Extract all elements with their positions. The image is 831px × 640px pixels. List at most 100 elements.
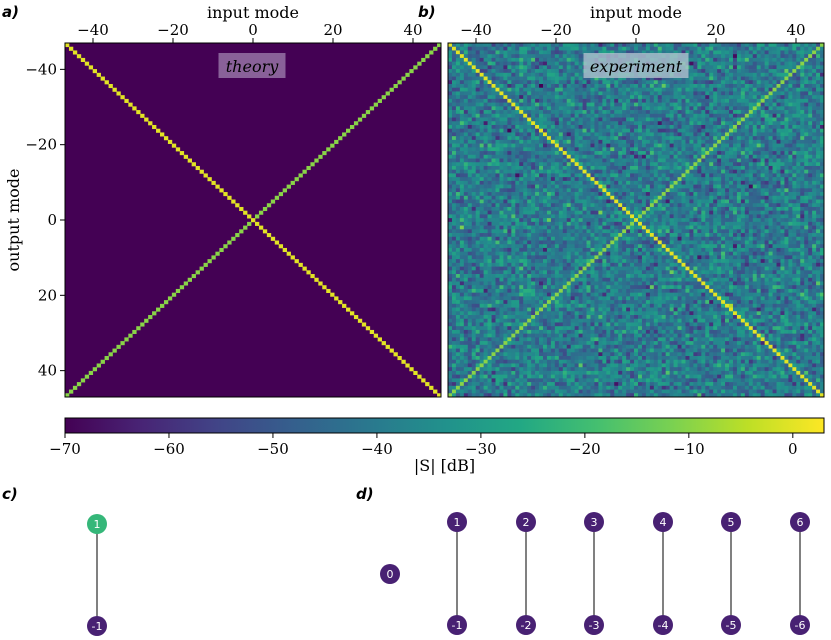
heatmap-cell xyxy=(764,214,769,219)
heatmap-cell xyxy=(503,154,508,159)
heatmap-cell xyxy=(471,72,477,77)
heatmap-cell xyxy=(471,195,477,200)
heatmap-cell xyxy=(578,117,583,122)
heatmap-cell xyxy=(637,121,643,126)
heatmap-cell xyxy=(499,210,504,215)
heatmap-cell xyxy=(618,188,623,193)
heatmap-cell xyxy=(768,206,773,212)
heatmap-cell xyxy=(425,382,430,387)
heatmap-cell xyxy=(448,43,453,48)
heatmap-cell xyxy=(558,139,564,144)
heatmap-cell xyxy=(491,136,496,141)
heatmap-cell xyxy=(459,214,465,219)
heatmap-cell xyxy=(772,165,777,171)
heatmap-cell xyxy=(578,225,583,230)
heatmap-cell xyxy=(788,95,793,100)
heatmap-cell xyxy=(721,199,726,204)
heatmap-cell xyxy=(772,195,777,200)
heatmap-cell xyxy=(515,229,520,234)
heatmap-cell xyxy=(808,210,813,215)
heatmap-cell xyxy=(705,69,710,74)
heatmap-cell xyxy=(310,274,315,279)
heatmap-cell xyxy=(606,83,611,89)
heatmap-cell xyxy=(503,221,508,226)
heatmap-cell xyxy=(467,50,473,55)
heatmap-cell xyxy=(760,102,765,107)
heatmap-cell xyxy=(491,65,496,70)
heatmap-cell xyxy=(732,61,738,66)
heatmap-cell xyxy=(542,165,548,171)
heatmap-cell xyxy=(622,221,627,226)
heatmap-cell xyxy=(574,225,579,230)
heatmap-cell xyxy=(653,162,659,167)
heatmap-cell xyxy=(744,50,750,55)
heatmap-cell xyxy=(653,214,659,219)
heatmap-cell xyxy=(586,158,591,163)
heatmap-cell xyxy=(539,229,544,234)
heatmap-cell xyxy=(630,206,635,212)
heatmap-cell xyxy=(756,61,762,66)
heatmap-cell xyxy=(475,214,481,219)
heatmap-cell xyxy=(717,102,722,107)
heatmap-cell xyxy=(479,221,484,226)
heatmap-cell xyxy=(511,195,516,200)
heatmap-cell xyxy=(558,158,564,163)
heatmap-cell xyxy=(554,218,560,223)
heatmap-cell xyxy=(614,203,619,208)
heatmap-cell xyxy=(578,203,583,208)
heatmap-cell xyxy=(598,91,603,96)
heatmap-cell xyxy=(705,192,710,197)
heatmap-cell xyxy=(515,69,520,74)
heatmap-cell xyxy=(459,184,465,189)
heatmap-cell xyxy=(455,50,461,55)
heatmap-cell xyxy=(673,203,678,208)
heatmap-cell xyxy=(689,87,694,92)
heatmap-cell xyxy=(701,188,706,193)
heatmap-cell xyxy=(820,124,825,130)
heatmap-cell xyxy=(219,188,224,193)
heatmap-cell xyxy=(471,165,477,171)
heatmap-cell xyxy=(487,143,492,148)
heatmap-cell xyxy=(503,110,508,115)
heatmap-cell xyxy=(471,69,477,74)
heatmap-cell xyxy=(812,188,817,193)
heatmap-cell xyxy=(637,124,643,130)
heatmap-cell xyxy=(539,121,544,126)
heatmap-cell xyxy=(578,169,583,174)
heatmap-cell xyxy=(511,113,516,118)
heatmap-cell xyxy=(511,158,516,163)
heatmap-cell xyxy=(653,210,659,215)
heatmap-cell xyxy=(780,225,785,230)
heatmap-cell xyxy=(187,277,192,282)
heatmap-cell xyxy=(550,188,556,193)
heatmap-cell xyxy=(487,72,492,77)
heatmap-cell xyxy=(487,195,492,200)
heatmap-cell xyxy=(637,102,643,107)
heatmap-cell xyxy=(800,184,805,189)
heatmap-cell xyxy=(776,61,781,66)
heatmap-cell xyxy=(768,72,773,77)
heatmap-cell xyxy=(752,121,758,126)
heatmap-cell xyxy=(459,154,465,159)
heatmap-cell xyxy=(812,158,817,163)
heatmap-cell xyxy=(689,91,694,96)
heatmap-cell xyxy=(665,76,670,81)
heatmap-cell xyxy=(729,50,734,55)
heatmap-cell xyxy=(499,195,504,200)
heatmap-cell xyxy=(570,91,575,96)
heatmap-cell xyxy=(812,61,817,66)
heatmap-cell xyxy=(705,206,710,212)
heatmap-cell xyxy=(535,72,540,77)
heatmap-cell xyxy=(689,218,694,223)
heatmap-cell xyxy=(511,169,516,174)
heatmap-cell xyxy=(499,132,504,137)
heatmap-cell xyxy=(495,214,500,219)
heatmap-cell xyxy=(163,300,169,305)
heatmap-cell xyxy=(116,91,121,96)
heatmap-cell xyxy=(808,147,813,152)
heatmap-cell xyxy=(499,214,504,219)
heatmap-cell xyxy=(661,113,667,118)
heatmap-cell xyxy=(641,46,647,51)
heatmap-cell xyxy=(495,221,500,226)
heatmap-cell xyxy=(455,102,461,107)
